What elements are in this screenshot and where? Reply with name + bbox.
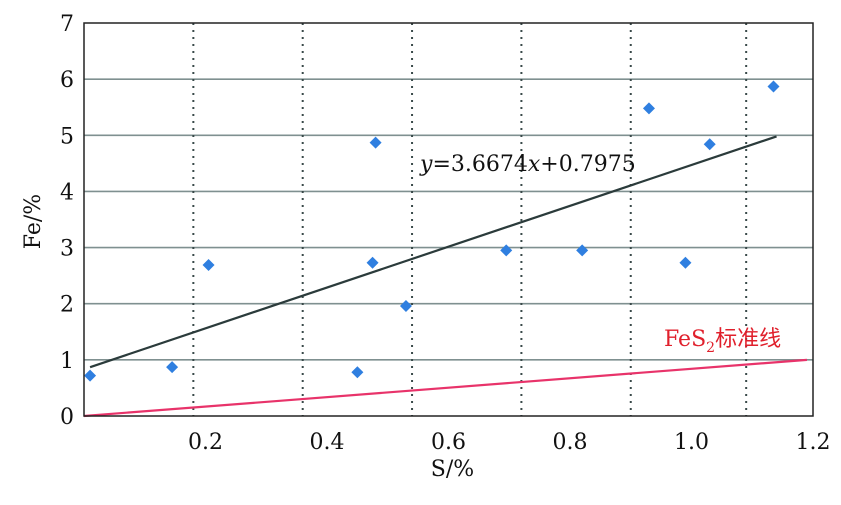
data-point [642, 102, 655, 115]
data-point [366, 256, 379, 269]
y-tick-label: 5 [60, 124, 74, 149]
y-tick-label: 4 [60, 180, 74, 205]
data-point [500, 244, 513, 257]
fes2-standard-line-label: FeS2标准线 [664, 327, 781, 356]
data-point [351, 366, 364, 379]
y-tick-label: 6 [60, 68, 74, 93]
y-axis-label: Fe/% [21, 194, 46, 249]
data-point [679, 256, 692, 269]
data-point [576, 244, 589, 257]
x-axis-label: S/% [431, 457, 474, 482]
data-point [369, 136, 382, 149]
tick-labels: 0 1 2 3 4 5 6 7 0.2 0.4 0.6 0.8 1.0 1.2 [60, 12, 831, 455]
y-tick-label: 7 [60, 12, 74, 37]
y-tick-label: 2 [60, 293, 74, 318]
regression-line [89, 135, 777, 369]
plot-frame [83, 22, 814, 417]
y-tick-label: 1 [60, 349, 74, 374]
data-point [166, 361, 179, 374]
y-tick-label: 0 [60, 405, 74, 430]
x-tick-label: 0.6 [431, 430, 466, 455]
data-point [202, 258, 215, 271]
x-tick-label: 1.2 [796, 430, 831, 455]
data-point [84, 369, 97, 382]
data-point [399, 299, 412, 312]
series [83, 80, 808, 418]
x-tick-label: 1.0 [674, 430, 709, 455]
x-tick-label: 0.4 [310, 430, 345, 455]
fes2-standard-line [83, 358, 808, 418]
grid [84, 23, 813, 416]
data-point [703, 138, 716, 151]
data-point [767, 80, 780, 93]
y-tick-label: 3 [60, 237, 74, 262]
x-tick-label: 0.8 [553, 430, 588, 455]
x-tick-label: 0.2 [188, 430, 223, 455]
regression-equation: y=3.6674x+0.7975 [419, 152, 636, 177]
